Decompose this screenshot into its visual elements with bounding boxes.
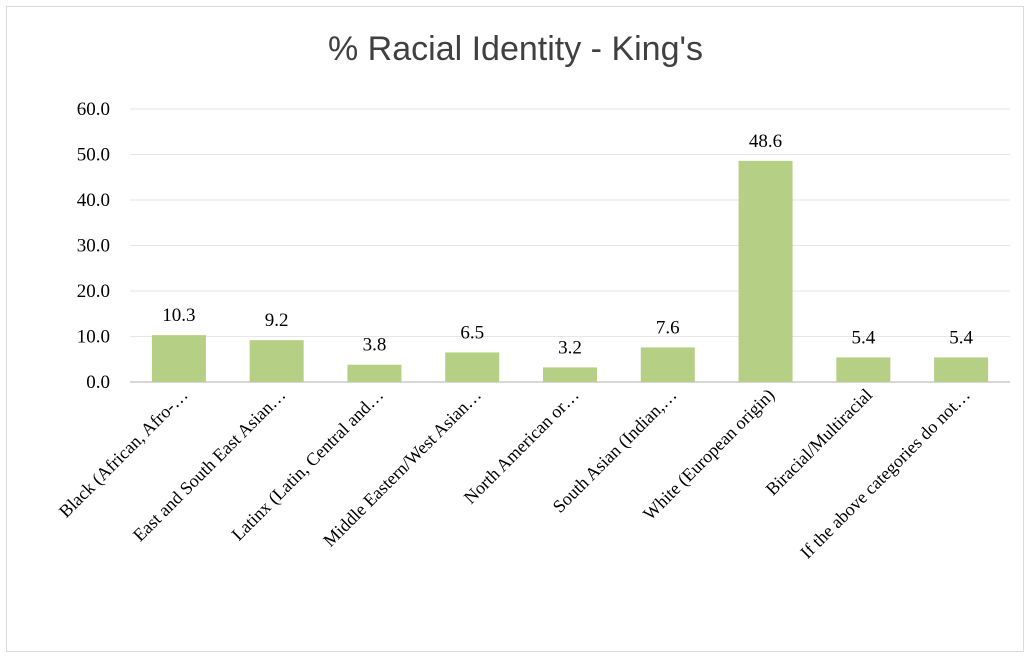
- data-label: 48.6: [749, 131, 782, 152]
- data-label: 9.2: [265, 310, 289, 331]
- y-tick-labels: 0.0 10.0 20.0 30.0 40.0 50.0 60.0: [77, 99, 110, 393]
- data-labels: 10.3 9.2 3.8 6.5 3.2 7.6 48.6 5.4 5.4: [162, 131, 973, 359]
- x-category-label: Middle Eastern/West Asian…: [319, 385, 485, 551]
- y-tick-label: 60.0: [77, 99, 110, 120]
- bar: [543, 367, 597, 382]
- bar: [249, 340, 304, 382]
- data-label: 5.4: [851, 327, 875, 348]
- bar: [836, 357, 891, 382]
- bar: [151, 335, 206, 382]
- x-category-label: If the above categories do not…: [796, 385, 974, 563]
- gridlines: [130, 108, 1010, 337]
- data-label: 3.8: [363, 335, 387, 356]
- data-label: 7.6: [656, 317, 680, 338]
- bar: [445, 352, 500, 382]
- y-tick-label: 50.0: [77, 145, 110, 166]
- bar: [347, 364, 402, 382]
- y-tick-label: 0.0: [86, 372, 110, 393]
- y-tick-label: 20.0: [77, 281, 110, 302]
- bar: [738, 160, 793, 382]
- chart-title: % Racial Identity - King's: [328, 30, 703, 68]
- data-label: 3.2: [558, 337, 582, 358]
- bar: [640, 347, 695, 382]
- x-category-labels: Black (African, Afro-…East and South Eas…: [55, 385, 974, 563]
- y-tick-label: 10.0: [77, 327, 110, 348]
- data-label: 10.3: [162, 305, 195, 326]
- y-tick-label: 30.0: [77, 236, 110, 257]
- x-category-label: Biracial/Multiracial: [762, 385, 877, 500]
- data-label: 6.5: [460, 322, 484, 343]
- bars: [151, 160, 989, 382]
- y-tick-label: 40.0: [77, 190, 110, 211]
- bar: [934, 357, 989, 382]
- data-label: 5.4: [949, 327, 973, 348]
- chart-frame: [6, 6, 1024, 652]
